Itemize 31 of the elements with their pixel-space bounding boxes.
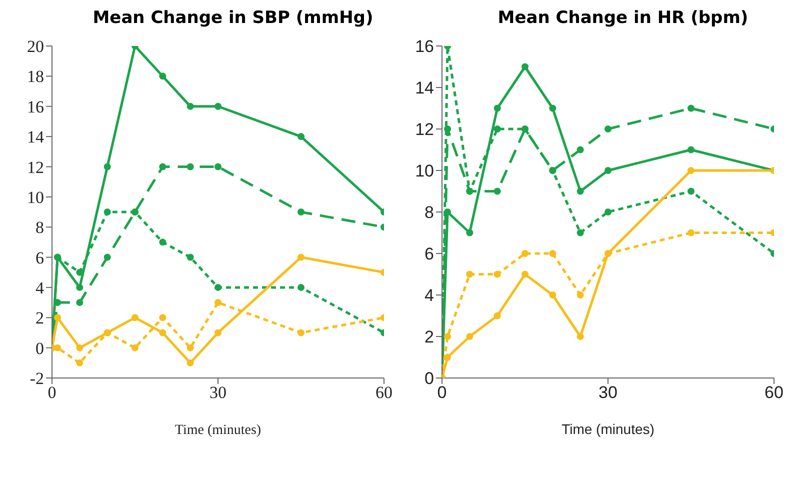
- y-tick-label: 12: [27, 158, 44, 177]
- y-tick-label: 14: [27, 128, 44, 147]
- y-tick-label: -2: [30, 369, 44, 388]
- x-tick-label: 60: [764, 383, 784, 402]
- y-tick-label: 0: [36, 338, 44, 358]
- y-tick-label: 18: [27, 67, 44, 86]
- y-tick-label: 14: [415, 78, 434, 98]
- x-axis-title: Time (minutes): [174, 423, 262, 438]
- x-tick-label: 0: [437, 383, 447, 402]
- x-tick-label: 60: [376, 383, 392, 402]
- y-tick-label: 8: [36, 218, 44, 238]
- y-tick-label: 2: [424, 328, 434, 347]
- y-tick-label: 4: [424, 286, 434, 306]
- x-tick-label: 30: [598, 383, 618, 402]
- chart-title: Mean Change in SBP (mmHg): [92, 8, 374, 30]
- x-tick-label: 0: [48, 383, 56, 402]
- chart-title: Mean Change in HR (bpm): [496, 8, 750, 30]
- y-tick-label: 4: [36, 278, 44, 298]
- y-tick-label: 6: [36, 248, 44, 268]
- y-tick-label: 10: [415, 162, 434, 181]
- y-tick-label: 12: [415, 120, 434, 140]
- x-tick-label: 30: [210, 383, 226, 402]
- y-tick-label: 20: [27, 37, 44, 56]
- x-axis-title: Time (minutes): [562, 421, 654, 437]
- y-tick-label: 10: [27, 188, 44, 207]
- y-tick-label: 0: [424, 369, 434, 388]
- y-tick-label: 16: [27, 97, 44, 116]
- y-tick-label: 2: [36, 308, 44, 328]
- y-tick-label: 8: [424, 203, 434, 222]
- y-tick-label: 16: [415, 37, 434, 56]
- y-tick-label: 6: [424, 244, 434, 264]
